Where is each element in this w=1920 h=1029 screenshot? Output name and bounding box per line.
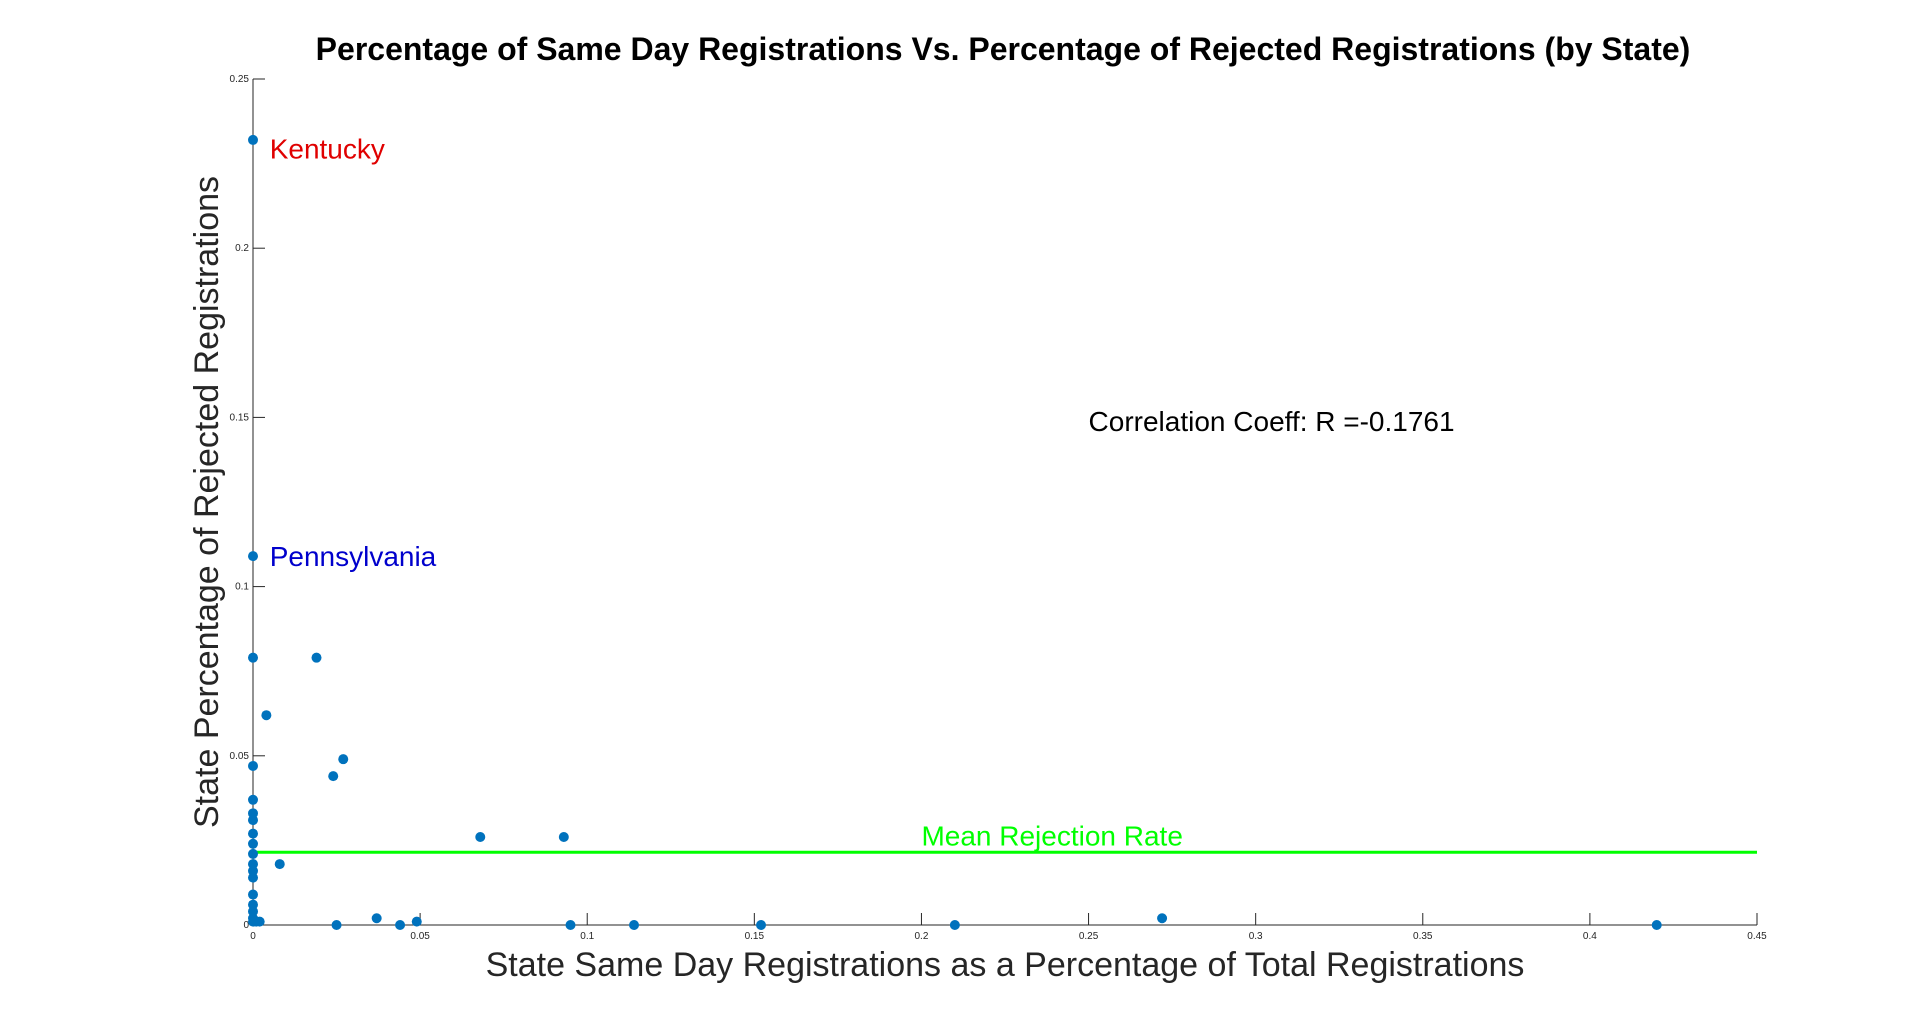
data-point bbox=[756, 920, 767, 930]
scatter-points bbox=[248, 134, 1662, 930]
y-tick-label: 0.15 bbox=[230, 412, 250, 423]
y-ticks: 0 0.05 0.1 0.15 0.2 0.25 bbox=[230, 74, 265, 931]
data-point bbox=[248, 848, 258, 859]
x-tick-label: 0.3 bbox=[1249, 931, 1263, 942]
x-tick-label: 0 bbox=[250, 931, 256, 942]
y-tick-label: 0 bbox=[243, 920, 249, 931]
data-point bbox=[248, 652, 258, 663]
x-tick-label: 0.15 bbox=[745, 931, 765, 942]
data-point bbox=[248, 838, 258, 849]
data-point bbox=[371, 913, 382, 924]
data-point bbox=[395, 920, 406, 930]
y-tick-label: 0.25 bbox=[230, 74, 250, 85]
data-point bbox=[565, 920, 576, 930]
data-point bbox=[475, 832, 486, 843]
data-point bbox=[248, 828, 258, 839]
y-tick-label: 0.2 bbox=[235, 243, 249, 254]
data-point bbox=[629, 920, 640, 930]
x-tick-label: 0.4 bbox=[1583, 931, 1597, 942]
annotation-label: Pennsylvania bbox=[270, 541, 437, 572]
mean-rejection-label: Mean Rejection Rate bbox=[921, 820, 1182, 851]
x-tick-label: 0.05 bbox=[410, 931, 430, 942]
annotations: Kentucky Pennsylvania Correlation Coeff: R… bbox=[270, 133, 1455, 572]
data-point bbox=[328, 771, 339, 782]
mean-line-group: Mean Rejection Rate bbox=[253, 820, 1757, 854]
data-point bbox=[248, 872, 258, 883]
x-tick-label: 0.2 bbox=[914, 931, 928, 942]
data-point bbox=[254, 916, 265, 927]
y-tick-label: 0.05 bbox=[230, 751, 250, 762]
x-tick-label: 0.1 bbox=[580, 931, 594, 942]
annotation-label: Kentucky bbox=[270, 133, 385, 164]
data-point bbox=[261, 710, 272, 721]
axes bbox=[252, 79, 1757, 926]
chart-title: Percentage of Same Day Registrations Vs.… bbox=[316, 31, 1691, 67]
data-point bbox=[411, 916, 422, 927]
data-point bbox=[558, 832, 569, 843]
data-point bbox=[248, 815, 258, 826]
data-point bbox=[248, 889, 258, 900]
data-point bbox=[248, 794, 258, 805]
x-tick-label: 0.25 bbox=[1079, 931, 1099, 942]
data-point bbox=[248, 551, 258, 562]
data-point bbox=[338, 754, 349, 765]
data-point bbox=[1157, 913, 1168, 924]
data-point bbox=[311, 652, 322, 663]
data-point bbox=[274, 859, 285, 870]
x-tick-label: 0.45 bbox=[1747, 931, 1767, 942]
data-point bbox=[949, 920, 960, 930]
x-tick-label: 0.35 bbox=[1413, 931, 1433, 942]
annotation-label: Correlation Coeff: R =-0.1761 bbox=[1089, 406, 1455, 437]
data-point bbox=[1651, 920, 1662, 930]
data-point bbox=[248, 760, 258, 771]
y-axis-label: State Percentage of Rejected Registratio… bbox=[188, 176, 226, 828]
data-point bbox=[248, 134, 258, 145]
y-tick-label: 0.1 bbox=[235, 582, 249, 593]
x-axis-label: State Same Day Registrations as a Percen… bbox=[486, 946, 1525, 984]
data-point bbox=[331, 920, 342, 930]
